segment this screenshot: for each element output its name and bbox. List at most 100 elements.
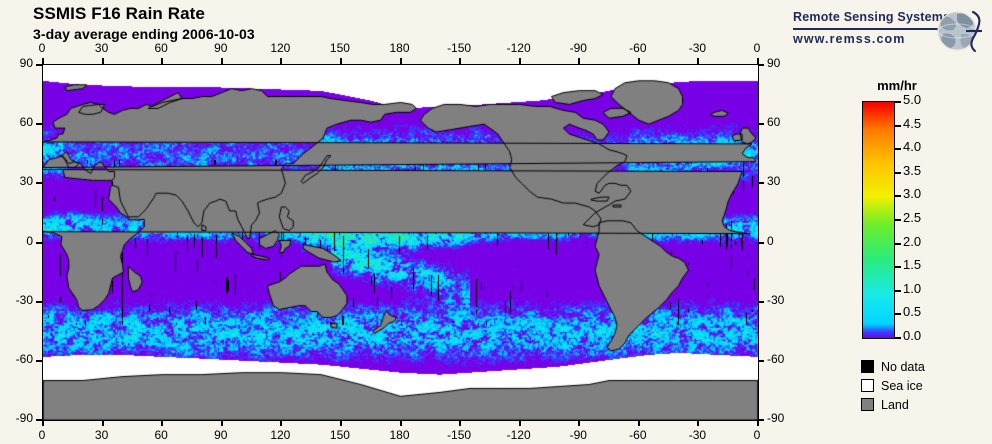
x-axis-label-top-10: -60: [629, 41, 647, 55]
colorbar-tick-label-3: 1.5: [903, 257, 922, 273]
y-tick-right-4: [758, 301, 764, 303]
x-axis-label-bottom-12: 0: [753, 428, 761, 442]
x-tick-bottom-11: [697, 420, 699, 426]
y-tick-right-2: [758, 182, 764, 184]
y-axis-label-left-2: 30: [19, 174, 33, 189]
y-tick-right-5: [758, 360, 764, 362]
colorbar: [862, 101, 895, 339]
x-axis-label-bottom-7: -150: [447, 428, 472, 442]
x-axis-label-top-12: 0: [753, 41, 761, 55]
x-tick-top-9: [578, 58, 580, 64]
colorbar-tick-7: [895, 172, 901, 174]
x-tick-top-8: [519, 58, 521, 64]
y-tick-right-6: [758, 419, 764, 421]
x-axis-label-top-8: -120: [506, 41, 531, 55]
y-tick-left-6: [36, 419, 42, 421]
colorbar-tick-4: [895, 243, 901, 245]
colorbar-tick-label-8: 4.0: [903, 139, 922, 155]
colorbar-tick-label-7: 3.5: [903, 162, 922, 178]
colorbar-tick-6: [895, 195, 901, 197]
x-axis-label-top-0: 0: [38, 41, 46, 55]
x-tick-bottom-0: [42, 420, 44, 426]
x-axis-label-bottom-1: 30: [94, 428, 109, 442]
x-axis-label-bottom-5: 150: [329, 428, 350, 442]
x-axis-label-bottom-2: 60: [154, 428, 168, 442]
x-tick-bottom-4: [280, 420, 282, 426]
x-axis-label-top-4: 120: [270, 41, 291, 55]
x-axis-label-bottom-10: -60: [629, 428, 647, 442]
x-tick-top-6: [400, 58, 402, 64]
x-tick-top-0: [42, 58, 44, 64]
colorbar-tick-label-5: 2.5: [903, 210, 922, 225]
x-tick-bottom-1: [102, 420, 104, 426]
x-axis-label-top-2: 60: [154, 41, 168, 55]
y-axis-label-left-3: 0: [26, 233, 33, 248]
y-axis-label-right-5: -60: [767, 351, 785, 366]
x-axis-label-top-1: 30: [94, 41, 109, 55]
colorbar-tick-2: [895, 290, 901, 292]
y-axis-label-left-0: 90: [19, 56, 33, 70]
x-axis-label-top-3: 90: [214, 41, 228, 55]
colorbar-tick-label-1: 0.5: [903, 304, 922, 320]
page-title: SSMIS F16 Rain Rate: [33, 4, 205, 23]
y-axis-label-right-0: 90: [767, 56, 781, 70]
x-tick-bottom-12: [757, 420, 759, 426]
globe-icon: [937, 10, 982, 53]
y-tick-left-3: [36, 242, 42, 244]
x-tick-bottom-7: [459, 420, 461, 426]
y-tick-left-2: [36, 182, 42, 184]
map-raster: [43, 65, 758, 420]
colorbar-tick-label-10: 5.0: [903, 92, 922, 107]
legend-item: Land: [861, 395, 981, 414]
colorbar-tick-label-0: 0.0: [903, 328, 922, 343]
y-tick-left-5: [36, 360, 42, 362]
y-axis-label-left-5: -60: [15, 351, 33, 366]
logo-divider: [793, 28, 943, 30]
y-axis-label-right-3: 0: [767, 233, 774, 248]
colorbar-tick-3: [895, 266, 901, 268]
x-tick-bottom-2: [161, 420, 163, 426]
x-axis-label-top-6: 180: [389, 41, 410, 55]
x-tick-top-5: [340, 58, 342, 64]
x-tick-bottom-8: [519, 420, 521, 426]
x-axis-label-top-9: -90: [569, 41, 587, 55]
x-tick-bottom-10: [638, 420, 640, 426]
legend-swatch-1: [861, 379, 874, 392]
page-subtitle: 3-day average ending 2006-10-03: [33, 26, 255, 42]
map-legend: No data Sea ice Land: [861, 357, 981, 414]
colorbar-tick-8: [895, 148, 901, 150]
x-tick-bottom-5: [340, 420, 342, 426]
x-tick-top-10: [638, 58, 640, 64]
legend-label-0: No data: [881, 359, 925, 374]
colorbar-tick-10: [895, 101, 901, 103]
x-axis-label-bottom-9: -90: [569, 428, 587, 442]
x-axis-label-bottom-6: 180: [389, 428, 410, 442]
legend-label-1: Sea ice: [881, 378, 923, 393]
remss-logo[interactable]: Remote Sensing Systems www.remss.com: [793, 10, 983, 54]
legend-swatch-0: [861, 360, 874, 373]
y-axis-label-right-4: -30: [767, 292, 785, 307]
x-tick-top-1: [102, 58, 104, 64]
x-tick-top-12: [757, 58, 759, 64]
y-axis-label-left-4: -30: [15, 292, 33, 307]
y-axis-label-right-2: 30: [767, 174, 781, 189]
y-tick-right-0: [758, 64, 764, 66]
colorbar-tick-5: [895, 219, 901, 221]
legend-swatch-2: [861, 398, 874, 411]
x-tick-top-4: [280, 58, 282, 64]
y-tick-left-4: [36, 301, 42, 303]
y-axis-label-left-6: -90: [15, 411, 33, 425]
y-tick-right-3: [758, 242, 764, 244]
x-tick-top-7: [459, 58, 461, 64]
y-axis-label-left-1: 60: [19, 115, 33, 130]
y-tick-left-1: [36, 123, 42, 125]
x-axis-label-bottom-11: -30: [688, 428, 707, 442]
x-tick-bottom-3: [221, 420, 223, 426]
colorbar-tick-label-4: 2.0: [903, 233, 922, 249]
world-rain-rate-map[interactable]: [42, 64, 759, 421]
x-tick-bottom-9: [578, 420, 580, 426]
x-axis-label-top-5: 150: [329, 41, 350, 55]
x-axis-label-bottom-8: -120: [506, 428, 531, 442]
logo-organization-name: Remote Sensing Systems: [793, 10, 951, 24]
x-tick-top-11: [697, 58, 699, 64]
